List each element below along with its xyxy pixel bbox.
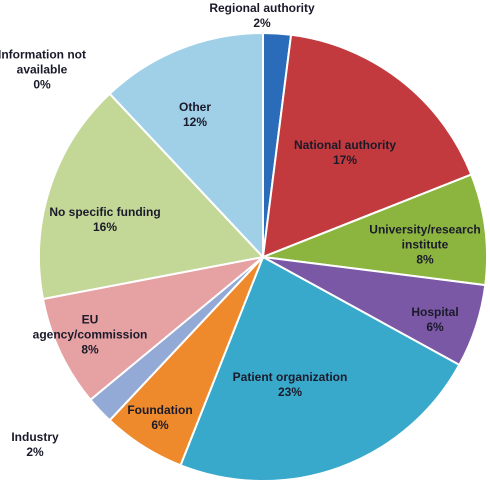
value-label: 6% — [151, 418, 169, 432]
pie-slice — [38, 92, 265, 301]
pie-slice — [261, 33, 473, 259]
slice-label: Regional authority 2% — [187, 1, 337, 31]
category-name: No specific funding — [49, 205, 161, 219]
slice-label: Foundation 6% — [115, 403, 205, 433]
category-name: Other — [178, 100, 211, 114]
slice-label: University/research institute 8% — [360, 223, 490, 268]
category-name: Industry — [11, 430, 59, 444]
category-name: Hospital — [411, 305, 459, 319]
slice-label: EU agency/commission 8% — [25, 313, 155, 358]
value-label: 16% — [92, 220, 118, 234]
category-name: EU agency/commission — [32, 312, 148, 342]
slice-label: No specific funding 16% — [35, 205, 175, 235]
category-name: Patient organization — [232, 370, 348, 384]
pie-slice — [179, 255, 461, 482]
slice-label: Patient organization 23% — [205, 370, 375, 400]
value-label: 2% — [26, 445, 44, 459]
value-label: 2% — [253, 16, 271, 30]
value-label: 8% — [416, 252, 434, 267]
pie-slice — [262, 173, 488, 287]
category-name: University/research institute — [369, 222, 481, 252]
value-label: 8% — [81, 342, 99, 357]
category-name: Information not available — [0, 47, 86, 77]
value-label: 23% — [277, 385, 303, 399]
slice-label: Other 12% — [150, 100, 240, 130]
value-label: 17% — [332, 153, 358, 167]
pie-slice — [41, 256, 264, 402]
value-label: 6% — [426, 320, 444, 334]
slice-label: Information not available 0% — [0, 48, 97, 93]
pie-slice — [108, 31, 264, 260]
slice-label: National authority 17% — [280, 138, 410, 168]
value-label: 12% — [182, 115, 208, 129]
category-name: National authority — [293, 138, 396, 152]
value-label: 0% — [33, 77, 51, 92]
slice-label: Industry 2% — [0, 430, 75, 460]
slice-label: Hospital 6% — [390, 305, 480, 335]
category-name: Regional authority — [209, 1, 315, 15]
category-name: Foundation — [127, 403, 193, 417]
